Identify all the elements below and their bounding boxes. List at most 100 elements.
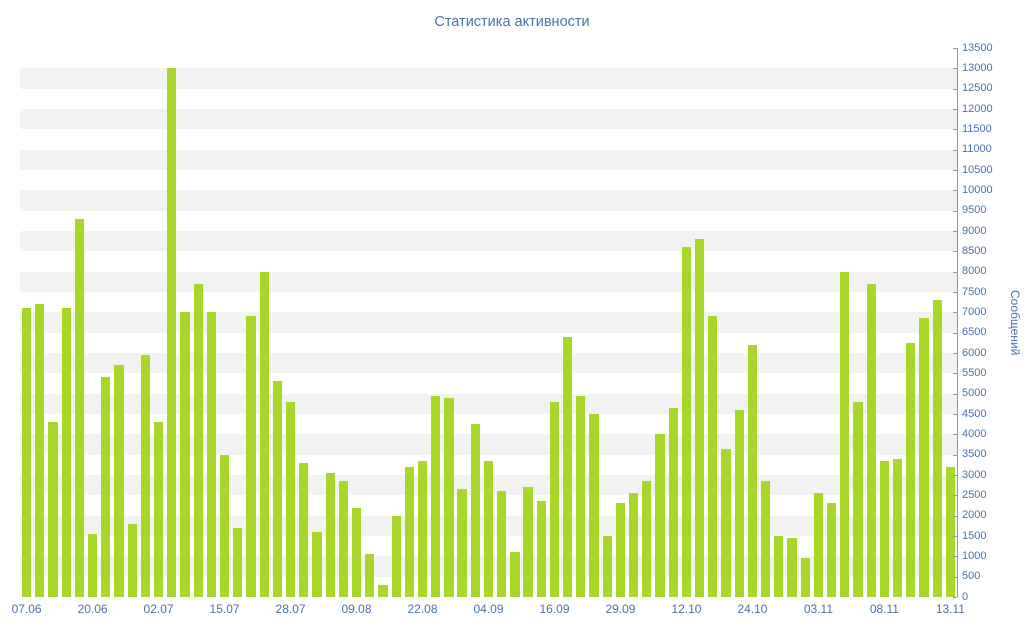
bar bbox=[48, 422, 58, 597]
x-tick-label: 15.07 bbox=[209, 602, 240, 616]
bar bbox=[114, 365, 124, 597]
y-tick-label: 10500 bbox=[962, 163, 993, 176]
bar bbox=[193, 283, 203, 597]
y-tick-label: 6000 bbox=[962, 346, 987, 359]
grid-band bbox=[20, 109, 957, 130]
grid-band bbox=[20, 271, 957, 292]
x-tick-label: 07.06 bbox=[11, 602, 42, 616]
chart-title: Статистика активности bbox=[434, 14, 590, 30]
bar bbox=[629, 493, 639, 597]
grid-band bbox=[20, 210, 957, 231]
grid-band bbox=[20, 190, 957, 211]
bar bbox=[602, 536, 612, 597]
bar bbox=[299, 462, 309, 597]
bar bbox=[285, 401, 296, 597]
y-tick-label: 13500 bbox=[962, 41, 993, 54]
bar bbox=[774, 536, 784, 597]
y-tick-label: 6500 bbox=[962, 326, 987, 339]
bar bbox=[536, 501, 546, 597]
y-tick-label: 9500 bbox=[962, 204, 987, 217]
bar bbox=[180, 312, 190, 597]
bar bbox=[404, 466, 414, 597]
bar bbox=[879, 460, 890, 597]
y-tick-label: 1500 bbox=[962, 529, 987, 542]
bar bbox=[351, 507, 362, 597]
x-tick-label: 09.08 bbox=[341, 602, 372, 616]
x-tick-label: 02.07 bbox=[143, 602, 174, 616]
grid-band bbox=[20, 353, 957, 374]
bar bbox=[919, 318, 929, 597]
bar bbox=[866, 283, 876, 597]
bar bbox=[167, 68, 177, 597]
bar bbox=[761, 481, 771, 597]
grid-band bbox=[20, 68, 957, 89]
bar bbox=[853, 401, 863, 597]
bar bbox=[549, 401, 560, 597]
grid-band bbox=[20, 170, 957, 191]
bar bbox=[695, 239, 705, 597]
bar bbox=[87, 533, 98, 597]
bar bbox=[417, 460, 428, 597]
bar bbox=[457, 489, 467, 597]
bar bbox=[510, 552, 520, 597]
y-tick-label: 2500 bbox=[962, 488, 987, 501]
bar bbox=[21, 308, 32, 597]
x-tick-label: 08.11 bbox=[869, 602, 899, 616]
grid-band bbox=[20, 312, 957, 333]
x-tick-label: 12.10 bbox=[671, 602, 702, 616]
bar bbox=[813, 493, 824, 597]
bar bbox=[153, 422, 164, 597]
bar bbox=[932, 300, 942, 597]
grid-band bbox=[20, 292, 957, 313]
y-tick-label: 7500 bbox=[962, 285, 987, 298]
bar bbox=[721, 448, 731, 597]
y-tick-label: 11500 bbox=[962, 122, 992, 135]
y-tick-label: 12500 bbox=[962, 82, 993, 95]
y-tick-label: 5000 bbox=[962, 387, 987, 400]
bar bbox=[563, 336, 573, 597]
grid-band bbox=[20, 129, 957, 150]
bar bbox=[365, 554, 375, 597]
y-tick-label: 8000 bbox=[962, 265, 987, 278]
y-tick-label: 3000 bbox=[962, 468, 987, 481]
y-tick-label: 10000 bbox=[962, 183, 993, 196]
grid-band bbox=[20, 149, 957, 170]
bar bbox=[655, 434, 665, 597]
x-tick-label: 13.11 bbox=[935, 602, 965, 616]
bar bbox=[325, 472, 335, 597]
bar bbox=[642, 481, 652, 597]
grid-band bbox=[20, 88, 957, 109]
x-tick-label: 20.06 bbox=[77, 602, 108, 616]
bar bbox=[668, 407, 678, 597]
bar bbox=[431, 395, 441, 597]
grid-band bbox=[20, 48, 957, 69]
bar bbox=[61, 308, 71, 597]
bar bbox=[747, 344, 758, 597]
y-tick-label: 1000 bbox=[962, 549, 987, 562]
x-tick-label: 29.09 bbox=[605, 602, 636, 616]
grid-band bbox=[20, 393, 957, 414]
grid-band bbox=[20, 373, 957, 394]
y-tick-label: 2000 bbox=[962, 509, 987, 522]
bar bbox=[576, 395, 586, 597]
bar bbox=[708, 316, 718, 597]
bar bbox=[589, 414, 599, 597]
bar bbox=[470, 424, 480, 597]
grid-band bbox=[20, 251, 957, 272]
bar bbox=[378, 584, 388, 597]
x-tick-label: 24.10 bbox=[737, 602, 768, 616]
bar bbox=[74, 218, 84, 597]
y-tick-label: 8500 bbox=[962, 244, 987, 257]
bar bbox=[101, 377, 111, 597]
x-tick-label: 28.07 bbox=[275, 602, 306, 616]
y-tick-label: 3500 bbox=[962, 448, 987, 461]
y-tick-label: 7000 bbox=[962, 305, 987, 318]
x-tick-label: 03.11 bbox=[803, 602, 833, 616]
y-axis-title: Сообщений bbox=[1008, 289, 1022, 356]
bar bbox=[338, 481, 348, 597]
grid-band bbox=[20, 332, 957, 353]
bar bbox=[734, 409, 744, 597]
x-tick-label: 16.09 bbox=[539, 602, 570, 616]
bar bbox=[827, 503, 837, 597]
